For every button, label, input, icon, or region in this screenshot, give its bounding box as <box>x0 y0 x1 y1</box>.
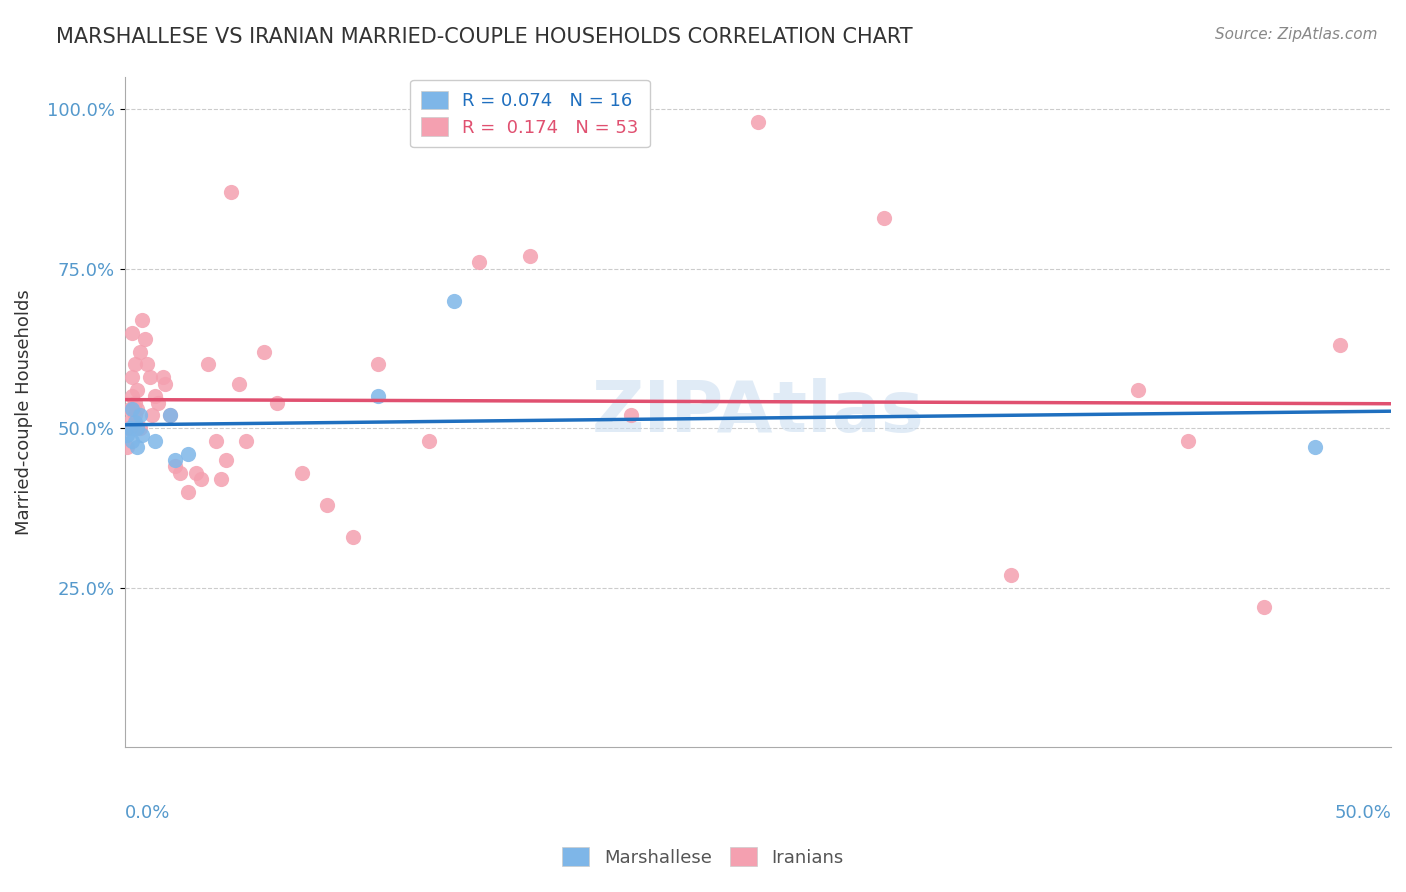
Legend: Marshallese, Iranians: Marshallese, Iranians <box>555 840 851 874</box>
Point <box>253 344 276 359</box>
Point <box>121 389 143 403</box>
Point <box>228 376 250 391</box>
Point <box>418 434 440 448</box>
Point <box>124 409 146 423</box>
Point <box>143 434 166 448</box>
Point <box>316 498 339 512</box>
Point <box>139 370 162 384</box>
Point <box>121 370 143 384</box>
Point <box>127 421 149 435</box>
Point <box>159 409 181 423</box>
Point <box>115 441 138 455</box>
Point <box>235 434 257 448</box>
Point <box>143 389 166 403</box>
Point <box>620 409 643 423</box>
Point <box>1126 383 1149 397</box>
Point <box>128 409 150 423</box>
Point <box>124 395 146 409</box>
Point <box>209 472 232 486</box>
Point <box>115 421 138 435</box>
Point <box>519 249 541 263</box>
Point <box>169 466 191 480</box>
Y-axis label: Married-couple Households: Married-couple Households <box>15 289 32 535</box>
Text: MARSHALLESE VS IRANIAN MARRIED-COUPLE HOUSEHOLDS CORRELATION CHART: MARSHALLESE VS IRANIAN MARRIED-COUPLE HO… <box>56 27 912 46</box>
Point <box>115 427 138 442</box>
Point <box>1329 338 1351 352</box>
Point <box>1303 441 1326 455</box>
Point <box>118 415 141 429</box>
Text: Source: ZipAtlas.com: Source: ZipAtlas.com <box>1215 27 1378 42</box>
Point <box>127 383 149 397</box>
Point <box>128 421 150 435</box>
Point <box>159 409 181 423</box>
Point <box>219 186 242 200</box>
Point <box>177 447 200 461</box>
Point <box>141 409 163 423</box>
Point <box>1253 599 1275 614</box>
Point <box>873 211 896 225</box>
Point <box>153 376 176 391</box>
Point <box>291 466 314 480</box>
Point <box>468 255 491 269</box>
Point <box>197 358 219 372</box>
Point <box>121 326 143 340</box>
Point <box>190 472 212 486</box>
Point <box>1177 434 1199 448</box>
Point <box>124 415 146 429</box>
Point <box>204 434 226 448</box>
Text: ZIPAtlas: ZIPAtlas <box>592 378 924 447</box>
Point <box>118 421 141 435</box>
Point <box>121 402 143 417</box>
Text: 50.0%: 50.0% <box>1334 804 1391 822</box>
Point <box>128 344 150 359</box>
Point <box>121 434 143 448</box>
Point <box>124 358 146 372</box>
Point <box>266 395 288 409</box>
Point <box>367 389 389 403</box>
Point <box>134 332 156 346</box>
Point <box>127 402 149 417</box>
Point <box>367 358 389 372</box>
Point <box>127 441 149 455</box>
Text: 0.0%: 0.0% <box>125 804 170 822</box>
Point <box>747 115 769 129</box>
Point <box>131 313 153 327</box>
Point <box>443 293 465 308</box>
Point <box>146 395 169 409</box>
Point <box>165 459 187 474</box>
Point <box>152 370 174 384</box>
Point <box>215 453 238 467</box>
Point <box>118 402 141 417</box>
Point <box>1000 568 1022 582</box>
Point <box>131 427 153 442</box>
Point <box>177 485 200 500</box>
Point <box>136 358 159 372</box>
Point <box>165 453 187 467</box>
Point <box>184 466 207 480</box>
Point <box>342 530 364 544</box>
Legend: R = 0.074   N = 16, R =  0.174   N = 53: R = 0.074 N = 16, R = 0.174 N = 53 <box>411 79 650 147</box>
